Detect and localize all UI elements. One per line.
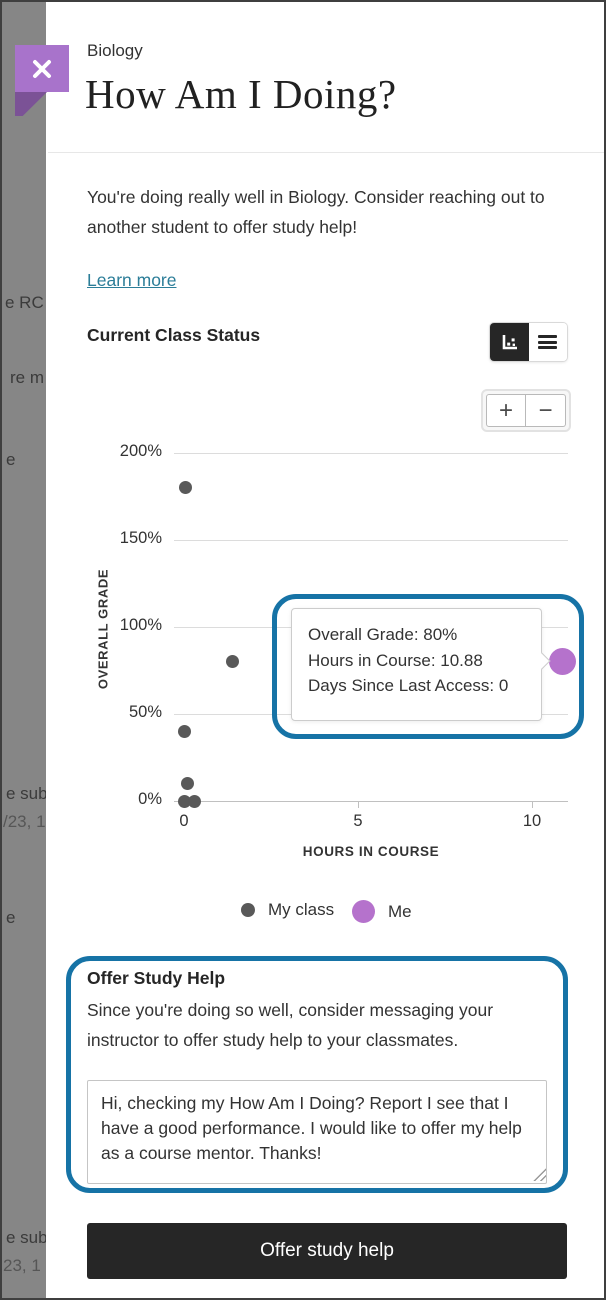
gridline bbox=[174, 540, 568, 541]
my-class-legend-dot bbox=[241, 903, 255, 917]
legend-item-my-class[interactable]: My class bbox=[241, 900, 334, 920]
x-tick-label: 10 bbox=[522, 812, 542, 830]
offer-study-help-description: Since you're doing so well, consider mes… bbox=[87, 1000, 494, 1050]
view-toggle-group bbox=[490, 323, 567, 361]
x-tick-mark bbox=[532, 801, 533, 808]
me-data-point[interactable] bbox=[549, 648, 577, 676]
class-data-point[interactable] bbox=[180, 777, 194, 791]
class-data-point[interactable] bbox=[177, 724, 191, 738]
background-text-fragment: e RC a bbox=[5, 293, 46, 312]
learn-more-link[interactable]: Learn more bbox=[87, 270, 177, 290]
legend-label: My class bbox=[268, 900, 335, 919]
list-icon bbox=[538, 335, 558, 349]
y-tick-label: 0% bbox=[138, 790, 162, 808]
background-text-fragment: e bbox=[6, 450, 16, 469]
intro-message: You're doing really well in Biology. Con… bbox=[87, 187, 545, 237]
section-heading: Current Class Status bbox=[87, 325, 261, 345]
header-divider bbox=[48, 152, 604, 153]
x-tick-mark bbox=[358, 801, 359, 808]
course-name: Biology bbox=[87, 41, 143, 60]
offer-study-help-heading: Offer Study Help bbox=[87, 968, 226, 988]
page-title: How Am I Doing? bbox=[85, 71, 397, 117]
class-data-point[interactable] bbox=[179, 481, 193, 495]
class-data-point[interactable] bbox=[177, 794, 191, 808]
close-panel-button[interactable] bbox=[15, 45, 69, 92]
y-tick-label: 50% bbox=[128, 703, 162, 721]
background-text-fragment: re m bbox=[10, 368, 44, 387]
background-text-fragment: /23, 1 bbox=[3, 812, 46, 831]
y-tick-label: 150% bbox=[119, 529, 162, 547]
data-point-tooltip: Overall Grade: 80% Hours in Course: 10.8… bbox=[291, 608, 542, 721]
zoom-in-button[interactable]: + bbox=[486, 394, 527, 427]
chart-x-axis-label: HOURS IN COURSE bbox=[302, 844, 440, 859]
background-text-fragment: e bbox=[6, 908, 16, 927]
y-tick-label: 200% bbox=[119, 442, 162, 460]
gridline bbox=[174, 453, 568, 454]
offer-message-textarea[interactable]: Hi, checking my How Am I Doing? Report I… bbox=[87, 1080, 547, 1184]
class-data-point[interactable] bbox=[226, 655, 240, 669]
me-legend-dot bbox=[352, 900, 375, 923]
tooltip-hours-in-course: Hours in Course: 10.88 bbox=[308, 650, 483, 670]
x-tick-label: 5 bbox=[353, 812, 363, 830]
background-text-fragment: 23, 1 bbox=[3, 1256, 41, 1275]
dimmed-background-page[interactable]: e RC a re m e e subr /23, 1 e e subr 23,… bbox=[2, 2, 46, 1298]
legend-item-me[interactable]: Me bbox=[352, 900, 412, 923]
x-axis-line bbox=[174, 801, 568, 802]
tooltip-overall-grade: Overall Grade: 80% bbox=[308, 625, 458, 644]
x-tick-label: 0 bbox=[179, 812, 189, 830]
close-icon bbox=[33, 59, 51, 78]
tooltip-days-since-access: Days Since Last Access: 0 bbox=[308, 676, 509, 695]
list-view-button[interactable] bbox=[528, 323, 567, 361]
offer-study-help-button[interactable]: Offer study help bbox=[87, 1223, 567, 1279]
chart-zoom-controls: + − bbox=[481, 389, 571, 432]
y-tick-label: 100% bbox=[119, 616, 162, 634]
scatter-chart-icon bbox=[502, 334, 517, 349]
chart-view-button[interactable] bbox=[490, 323, 529, 361]
panel-accent-bar bbox=[46, 3, 604, 12]
background-text-fragment: e subr bbox=[6, 784, 46, 803]
background-text-fragment: e subr bbox=[6, 1228, 46, 1247]
legend-label: Me bbox=[388, 901, 412, 921]
class-data-point[interactable] bbox=[187, 794, 201, 808]
zoom-out-button[interactable]: − bbox=[526, 394, 566, 427]
